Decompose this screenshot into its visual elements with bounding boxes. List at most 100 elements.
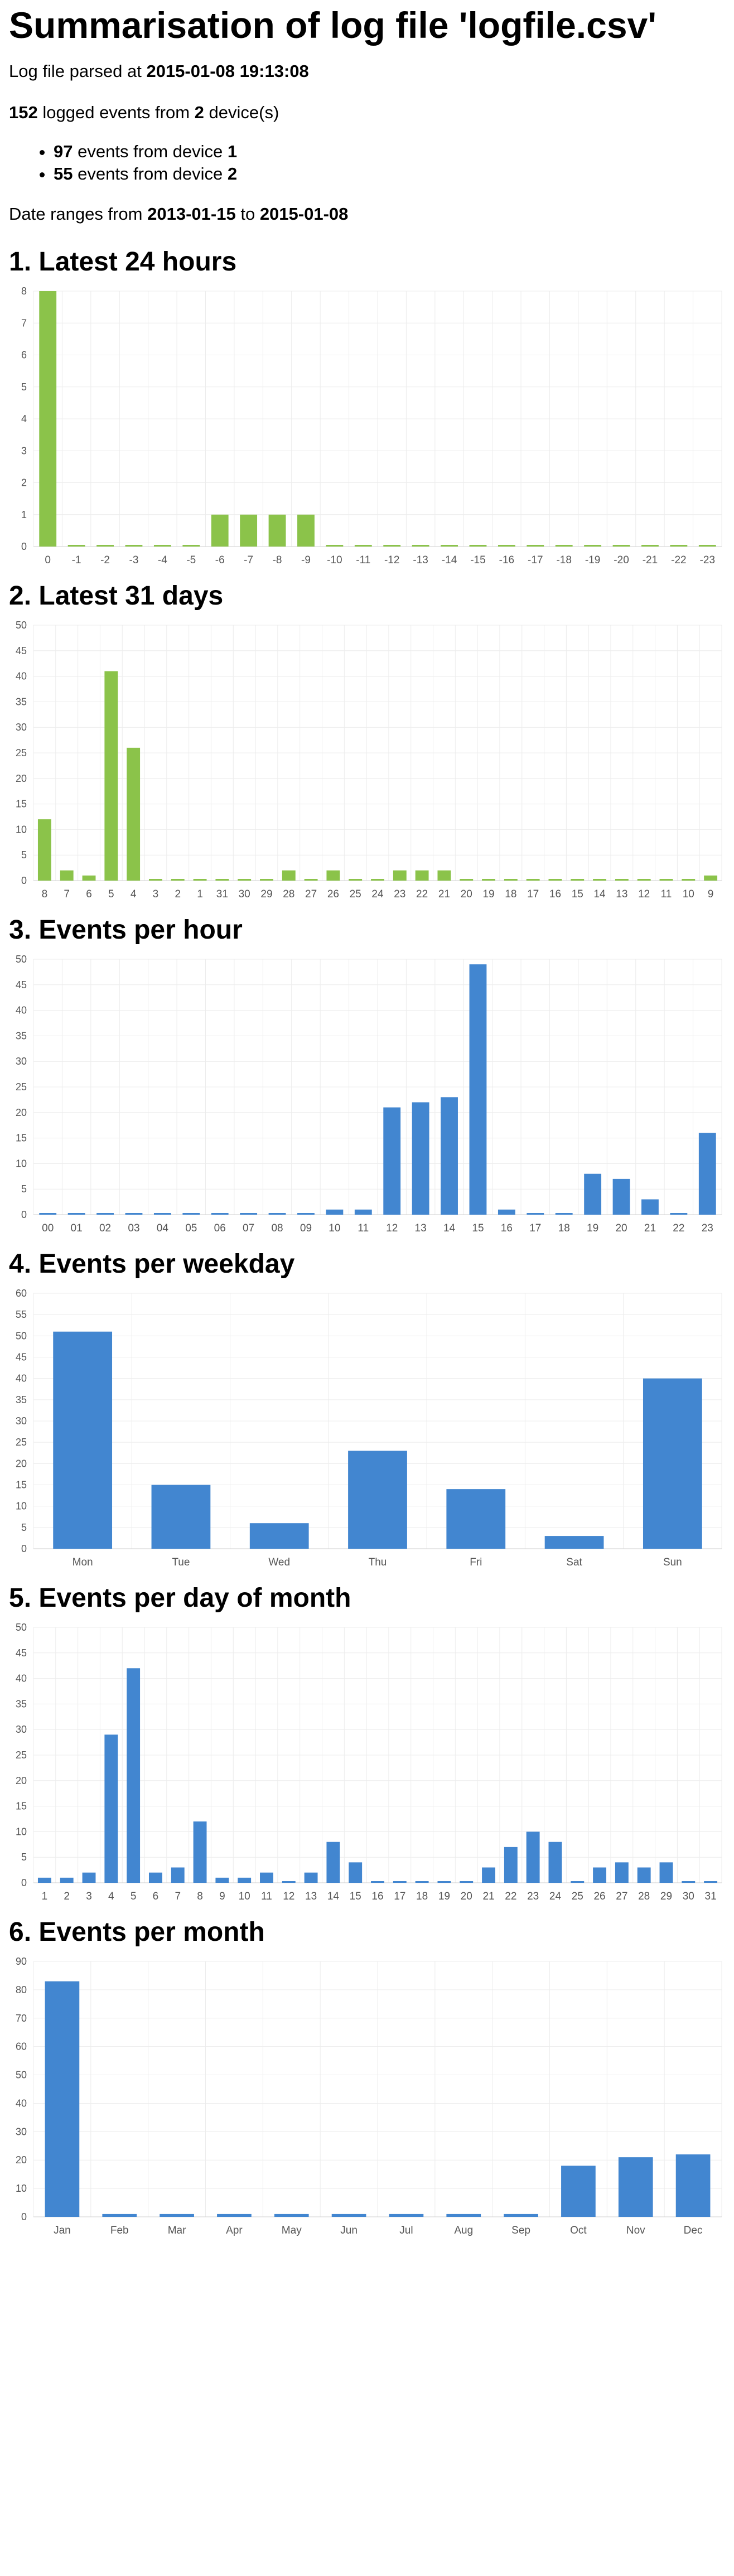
x-tick-label: Feb [110,2225,129,2236]
bar [125,545,143,547]
y-tick-label: 60 [16,1288,27,1299]
x-tick-label: 15 [472,1222,484,1234]
bar [215,1877,229,1883]
device-id: 2 [227,164,238,183]
x-tick-label: 6 [153,1891,159,1902]
bar [612,545,630,547]
bar [526,1831,540,1883]
bar [527,545,544,547]
x-tick-label: -16 [499,554,514,566]
page-title: Summarisation of log file 'logfile.csv' [9,4,656,46]
y-tick-label: 45 [16,979,27,990]
x-tick-label: -15 [470,554,485,566]
y-tick-label: 20 [16,1458,27,1469]
x-tick-label: -9 [301,554,311,566]
x-tick-label: 3 [86,1891,92,1902]
x-tick-label: 18 [505,888,516,900]
y-tick-label: 3 [21,445,27,456]
x-tick-label: Fri [470,1557,482,1568]
x-tick-label: 4 [108,1891,114,1902]
bar [37,819,51,881]
y-tick-label: 25 [16,747,27,758]
bar [618,2157,653,2217]
device-id: 1 [227,142,238,161]
x-tick-label: 28 [283,888,294,900]
chart-svg: 0 10 20 30 40 50 60 70 80 90 Jan Feb Mar Apr May Jun Jul… [16,1956,722,2236]
y-tick-label: 50 [16,954,27,965]
bar [39,291,57,547]
bar [527,1213,544,1215]
bar [238,1877,252,1883]
y-tick-label: 0 [21,1209,27,1220]
y-tick-label: 35 [16,1394,27,1405]
x-tick-label: -23 [700,554,715,566]
bar [548,879,562,881]
bar [615,1862,629,1883]
bar [153,1213,171,1215]
bar [482,1867,495,1883]
bar [354,545,372,547]
x-tick-label: -17 [528,554,543,566]
x-tick-label: 18 [558,1222,570,1234]
chart-heading-4: 4. Events per weekday [9,1249,295,1279]
x-tick-label: -10 [327,554,342,566]
range-prefix: Date ranges from [9,204,143,224]
y-tick-label: 10 [16,2183,27,2194]
bar [659,1862,673,1883]
bar [682,879,696,881]
bar [437,870,451,881]
x-tick-label: 14 [443,1222,456,1234]
bar [148,879,162,881]
x-tick-label: 15 [572,888,583,900]
bar [193,879,207,881]
y-tick-label: 30 [16,722,27,733]
chart-heading-6: 6. Events per month [9,1917,265,1947]
x-tick-label: Apr [226,2225,243,2236]
bar [704,1881,718,1883]
bar [304,879,318,881]
bar [153,545,171,547]
bar [331,2213,366,2217]
bar [171,1867,185,1883]
y-tick-label: 15 [16,1133,27,1144]
y-tick-label: 0 [21,875,27,886]
bar [504,2213,538,2217]
y-tick-label: 80 [16,1984,27,1995]
y-tick-label: 1 [21,509,27,520]
x-tick-label: 19 [587,1222,598,1234]
x-tick-label: 21 [644,1222,656,1234]
x-tick-label: 29 [260,888,272,900]
x-tick-label: 11 [358,1222,369,1234]
bar [612,1178,630,1215]
y-tick-label: 40 [16,1005,27,1016]
x-tick-label: 15 [350,1891,361,1902]
y-tick-label: 45 [16,645,27,656]
y-tick-label: 7 [21,317,27,328]
list-item: 97 events from device 1 [54,141,725,163]
x-tick-label: 14 [593,888,606,900]
bar [148,1872,162,1883]
x-tick-label: 13 [305,1891,317,1902]
y-tick-label: 55 [16,1309,27,1320]
x-tick-label: 30 [239,888,250,900]
bar [469,964,487,1215]
bar [326,1842,340,1883]
bar [593,879,607,881]
x-tick-label: 09 [300,1222,312,1234]
bar [584,1173,602,1215]
bar [125,1213,143,1215]
bar [104,1734,118,1883]
device-text: events from device [78,164,223,183]
x-tick-label: -5 [186,554,196,566]
bar [39,1213,57,1215]
bar [274,2213,309,2217]
page: Summarisation of log file 'logfile.csv' … [0,0,734,2244]
x-tick-label: 23 [702,1222,713,1234]
x-tick-label: 10 [239,1891,250,1902]
device-text: events from device [78,142,223,161]
bar [217,2213,252,2217]
bar [182,545,200,547]
x-tick-label: 5 [131,1891,137,1902]
bar [698,1133,716,1215]
chart-latest-24-hours: 0 1 2 3 4 5 6 7 8 0 -1 -2 -3 -4 -5 -6 -7 -8 -9 -10 -11 -12 -13… [9,279,725,574]
